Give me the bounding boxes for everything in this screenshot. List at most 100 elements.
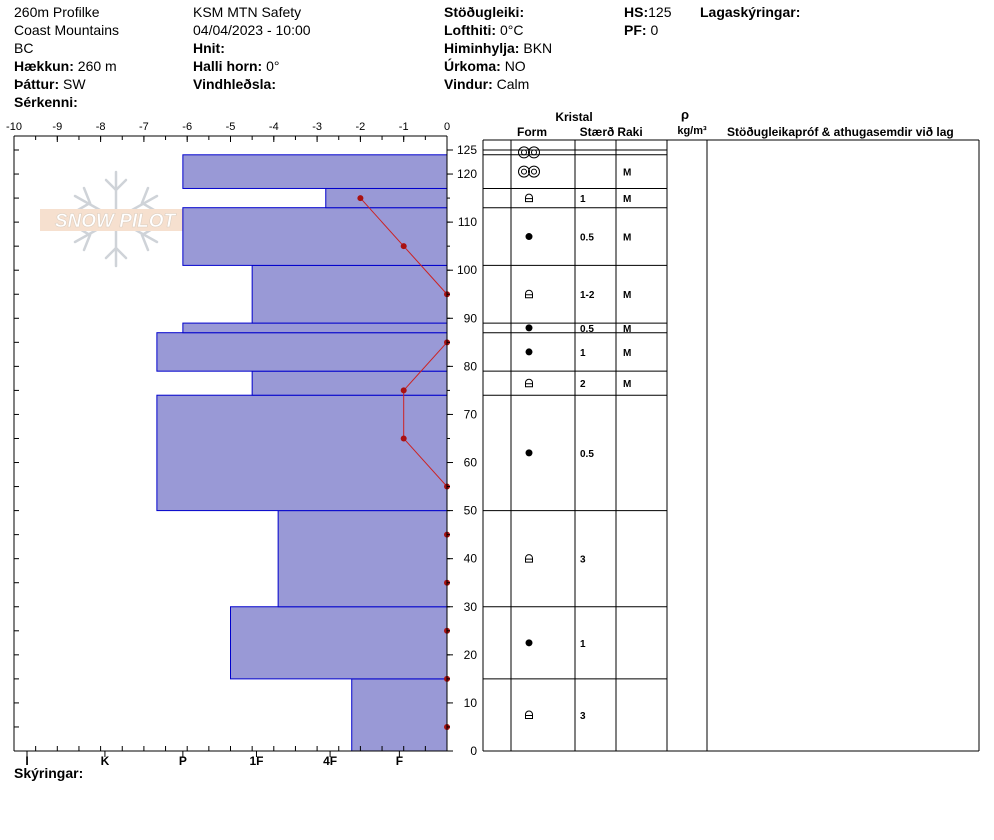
hardness-tick-label: F: [396, 754, 403, 768]
region: BC: [14, 40, 34, 56]
precipitation: Úrkoma: NO: [444, 57, 526, 75]
temperature-tick-label: -9: [52, 121, 62, 133]
layer-moisture: M: [623, 379, 631, 390]
temperature-tick-label: -5: [226, 121, 236, 133]
hs-label: HS:: [624, 4, 649, 20]
pf-value: 0: [650, 22, 659, 38]
header-comments: Stöðugleikapróf & athugasemdir við lag: [727, 125, 954, 139]
height-tick-label: 120: [457, 167, 477, 181]
temperature-point: [357, 195, 364, 202]
height-tick-label: 50: [464, 504, 478, 518]
elevation-value: 260 m: [77, 58, 117, 74]
hardness-layer-bar: [325, 187, 448, 209]
sky-cover: Himinhylja: BKN: [444, 39, 552, 57]
hardness-layer-bar: [182, 207, 448, 266]
hardness-layer-bar: [182, 322, 448, 334]
height-tick-label: 0: [470, 744, 477, 758]
snow-height: HS:125: [624, 3, 671, 21]
height-tick-label: 20: [464, 648, 478, 662]
graupel-icon: [528, 146, 540, 159]
height-tick-label: 60: [464, 456, 478, 470]
height-tick-label: 100: [457, 263, 477, 277]
graupel-icon: [528, 165, 540, 178]
height-tick-label: 40: [464, 552, 478, 566]
layer-size: 2: [580, 379, 586, 390]
layer-size: 3: [580, 711, 586, 722]
layer-moisture: M: [623, 194, 631, 205]
layer-size: 0.5: [580, 233, 594, 244]
round-grain-icon: [525, 324, 533, 332]
stability-label: Stöðugleiki:: [444, 4, 525, 20]
height-tick-label: 90: [464, 311, 478, 325]
coordinates: Hnit:: [193, 39, 225, 57]
hardness-layer-bar: [351, 678, 448, 752]
layer-size: 1: [580, 348, 586, 359]
layer-size: 1: [580, 639, 586, 650]
logo-text: SNOW PILOT: [55, 211, 177, 232]
aspect-label: Þáttur:: [14, 76, 60, 92]
height-tick-label: 70: [464, 407, 478, 421]
pf-label: PF:: [624, 22, 647, 38]
profile-name: 260m Profilke: [14, 4, 100, 20]
graupel-icon: [521, 168, 527, 175]
stability: Stöðugleiki:: [444, 3, 524, 21]
temperature-tick-label: -1: [399, 121, 409, 133]
features-label: Sérkenni:: [14, 94, 78, 110]
round-grain-icon: [525, 233, 533, 241]
aspect-value: SW: [63, 76, 86, 92]
layer-size: 3: [580, 555, 586, 566]
air-temp-value: 0°C: [499, 22, 524, 38]
faceted-rounded-icon: [525, 710, 533, 719]
height-tick-label: 10: [464, 696, 478, 710]
penetration-foot: PF: 0: [624, 21, 658, 39]
round-grain-icon: [525, 348, 533, 356]
hardness-tick-label: 4F: [323, 754, 337, 768]
header-moisture: Raki: [617, 125, 642, 139]
layer-size: 0.5: [580, 449, 594, 460]
layer-moisture: M: [623, 348, 631, 359]
wind-loading-label: Vindhleðsla:: [193, 76, 276, 92]
hardness-tick-label: I: [25, 754, 28, 768]
graupel-icon: [518, 146, 530, 159]
header-density-unit: kg/m³: [677, 125, 707, 137]
profile-header: 260m Profilke Coast Mountains BC Hækkun:…: [0, 0, 994, 115]
wind: Vindur: Calm: [444, 75, 529, 93]
temperature-tick-label: -6: [182, 121, 192, 133]
header-size: Stærð: [580, 125, 615, 139]
temperature-tick-label: -8: [96, 121, 106, 133]
aspect: Þáttur: SW: [14, 75, 86, 93]
faceted-rounded-icon: [525, 289, 533, 299]
slope-angle: Halli horn: 0°: [193, 57, 280, 75]
temperature-point: [400, 387, 407, 394]
temperature-tick-label: -4: [269, 121, 279, 133]
observer: KSM MTN Safety: [193, 4, 302, 20]
height-tick-label: 110: [458, 215, 477, 229]
height-tick-label: 30: [464, 600, 478, 614]
elevation-label: Hækkun:: [14, 58, 74, 74]
temperature-tick-label: -7: [139, 121, 149, 133]
precip-label: Úrkoma:: [444, 58, 501, 74]
header-crystal: Kristal: [555, 110, 592, 124]
temperature-point: [400, 435, 407, 442]
wind-label: Vindur:: [444, 76, 493, 92]
hardness-tick-label: 1F: [249, 754, 263, 768]
hs-value: 125: [648, 4, 672, 20]
slope-value: 0°: [266, 58, 280, 74]
logo-band: [40, 209, 190, 231]
elevation: Hækkun: 260 m: [14, 57, 117, 75]
coords-label: Hnit:: [193, 40, 225, 56]
hardness-tick-label: K: [101, 754, 110, 768]
precip-value: NO: [504, 58, 526, 74]
layer-size: 1: [580, 194, 586, 205]
layer-moisture: M: [623, 290, 631, 301]
graupel-icon: [518, 165, 530, 178]
snow-pilot-logo: SNOW PILOT: [40, 170, 190, 268]
temperature-tick-label: -10: [6, 121, 22, 133]
wind-value: Calm: [496, 76, 530, 92]
hardness-layer-bar: [156, 332, 448, 372]
height-tick-label: 125: [457, 143, 477, 157]
air-temp-label: Lofthiti:: [444, 22, 497, 38]
hardness-layer-bar: [156, 394, 448, 512]
hardness-tick-label: P: [179, 754, 187, 768]
